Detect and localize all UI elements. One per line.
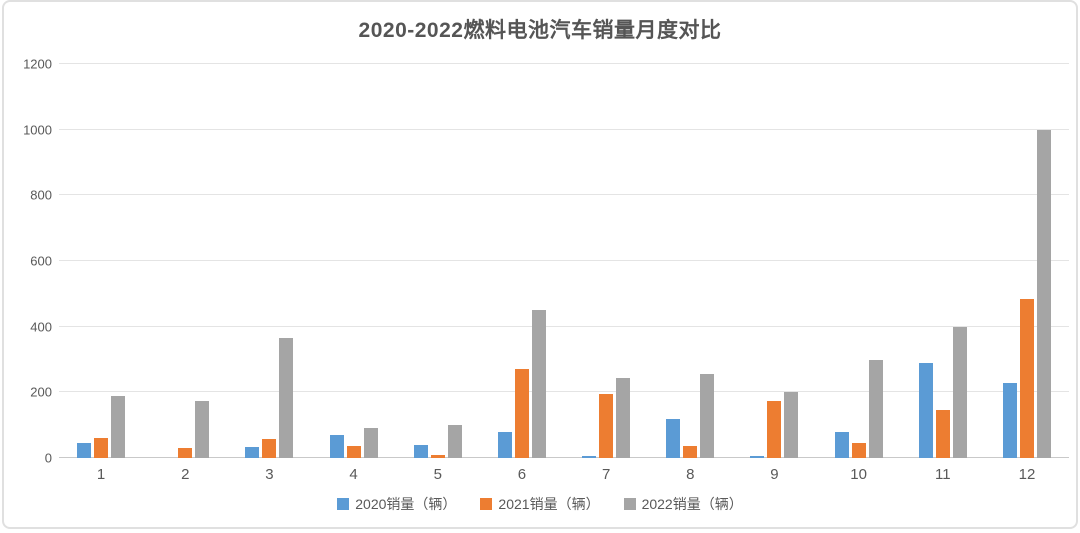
x-tick-label-4: 4 bbox=[349, 466, 358, 483]
bar-2022-month-7 bbox=[616, 377, 631, 458]
bar-group-month-11 bbox=[901, 64, 985, 458]
legend-item-2021: 2021销量（辆） bbox=[480, 494, 600, 514]
y-tick-label-1000: 1000 bbox=[23, 122, 52, 138]
y-tick-label-600: 600 bbox=[30, 253, 52, 269]
gridline-800 bbox=[59, 194, 1069, 196]
bar-2020-month-11 bbox=[918, 362, 933, 458]
bar-group-month-10 bbox=[817, 64, 901, 458]
bar-2020-month-1 bbox=[77, 443, 92, 458]
x-tick-label-9: 9 bbox=[770, 466, 779, 483]
bar-2020-month-4 bbox=[329, 435, 344, 458]
bar-2022-month-11 bbox=[952, 326, 967, 458]
bar-2021-month-5 bbox=[430, 454, 445, 458]
legend-label-2022: 2022销量（辆） bbox=[641, 496, 743, 512]
bar-2021-month-8 bbox=[683, 445, 698, 458]
bar-2021-month-10 bbox=[851, 442, 866, 458]
y-tick-label-400: 400 bbox=[30, 319, 52, 335]
bar-2021-month-11 bbox=[935, 410, 950, 458]
gridline-600 bbox=[59, 260, 1069, 261]
plot-area bbox=[59, 63, 1069, 458]
bar-2022-month-3 bbox=[279, 338, 294, 458]
bar-2022-month-1 bbox=[111, 395, 126, 458]
bar-group-month-3 bbox=[227, 64, 311, 458]
bar-2021-month-9 bbox=[767, 400, 782, 458]
bar-2022-month-12 bbox=[1036, 129, 1051, 458]
x-tick-label-11: 11 bbox=[935, 466, 951, 483]
legend-swatch-2020 bbox=[337, 498, 350, 510]
x-tick-label-6: 6 bbox=[517, 466, 527, 483]
legend-item-2020: 2020销量（辆） bbox=[337, 494, 456, 514]
x-tick-label-7: 7 bbox=[601, 466, 611, 483]
bar-2021-month-3 bbox=[262, 438, 277, 458]
x-tick-label-2: 2 bbox=[181, 466, 190, 483]
bar-2022-month-5 bbox=[447, 425, 462, 458]
bar-2022-month-6 bbox=[531, 310, 546, 458]
bar-2020-month-5 bbox=[413, 444, 428, 458]
bar-2020-month-7 bbox=[582, 456, 597, 458]
bar-2020-month-3 bbox=[245, 446, 260, 458]
x-tick-label-5: 5 bbox=[433, 466, 442, 483]
bar-2020-month-9 bbox=[750, 456, 765, 458]
bar-group-month-12 bbox=[985, 64, 1069, 458]
bar-group-month-8 bbox=[648, 64, 732, 458]
chart-title: 2020-2022燃料电池汽车销量月度对比 bbox=[358, 19, 722, 42]
bar-2022-month-8 bbox=[700, 374, 715, 458]
legend-swatch-2022 bbox=[623, 498, 636, 510]
x-tick-label-12: 12 bbox=[1018, 466, 1036, 483]
x-tick-label-3: 3 bbox=[265, 466, 274, 483]
bar-group-month-2 bbox=[143, 64, 227, 458]
y-tick-label-800: 800 bbox=[30, 187, 52, 203]
bar-group-month-6 bbox=[480, 64, 564, 458]
bar-2022-month-9 bbox=[784, 392, 799, 458]
legend-label-2020: 2020销量（辆） bbox=[355, 496, 457, 512]
bar-2020-month-6 bbox=[497, 431, 512, 458]
bar-group-month-1 bbox=[59, 64, 143, 458]
x-tick-label-1: 1 bbox=[96, 466, 106, 483]
bars-layer bbox=[59, 64, 1069, 458]
legend-swatch-2021 bbox=[480, 498, 493, 510]
gridline-200 bbox=[59, 391, 1069, 393]
bar-group-month-7 bbox=[564, 64, 648, 458]
bar-group-month-5 bbox=[396, 64, 480, 458]
bar-2020-month-8 bbox=[666, 418, 681, 458]
bar-2021-month-1 bbox=[94, 437, 109, 458]
legend-label-2021: 2021销量（辆） bbox=[498, 496, 600, 512]
bar-group-month-9 bbox=[732, 64, 816, 458]
y-tick-label-0: 0 bbox=[44, 450, 52, 466]
bar-2021-month-4 bbox=[346, 445, 361, 458]
gridline-1200 bbox=[59, 63, 1069, 64]
bar-2022-month-4 bbox=[363, 428, 378, 458]
x-tick-label-8: 8 bbox=[686, 466, 695, 483]
bar-2021-month-6 bbox=[514, 369, 529, 458]
bar-2021-month-12 bbox=[1019, 298, 1034, 458]
gridline-1000 bbox=[59, 128, 1069, 130]
bar-2021-month-2 bbox=[178, 448, 193, 458]
x-axis-labels: 1 2 3 4 5 6 7 8 9 10 11 12 bbox=[59, 466, 1069, 483]
bar-2020-month-10 bbox=[834, 431, 849, 458]
y-axis-labels: 0 200 400 600 800 1000 1200 bbox=[4, 57, 52, 466]
bar-2022-month-10 bbox=[868, 359, 883, 458]
bar-group-month-4 bbox=[312, 64, 396, 458]
bar-2021-month-7 bbox=[599, 393, 614, 458]
y-tick-label-200: 200 bbox=[30, 384, 52, 400]
legend-item-2022: 2022销量（辆） bbox=[623, 494, 743, 514]
bar-2020-month-12 bbox=[1002, 383, 1017, 458]
x-axis-baseline bbox=[59, 457, 1069, 458]
x-tick-label-10: 10 bbox=[850, 466, 867, 483]
bar-2022-month-2 bbox=[195, 400, 210, 458]
legend: 2020销量（辆） 2021销量（辆） 2022销量（辆） bbox=[4, 494, 1076, 514]
gridline-400 bbox=[59, 325, 1069, 327]
y-tick-label-1200: 1200 bbox=[23, 56, 52, 72]
